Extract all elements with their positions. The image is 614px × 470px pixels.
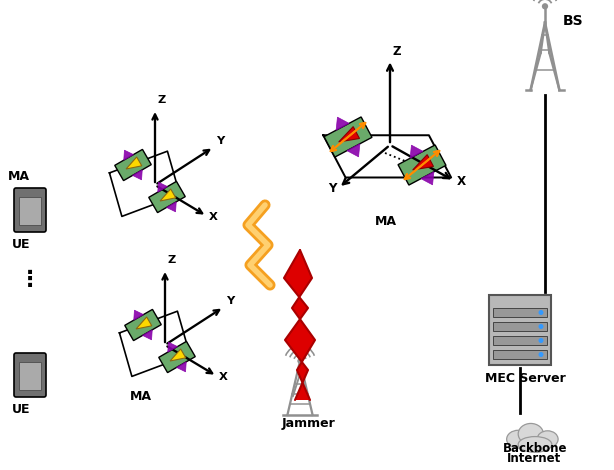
Polygon shape (410, 145, 423, 158)
Polygon shape (158, 182, 168, 192)
Text: Y: Y (328, 182, 337, 195)
Ellipse shape (537, 431, 558, 447)
Text: Z: Z (157, 95, 165, 105)
Polygon shape (324, 117, 372, 157)
Text: MA: MA (130, 390, 152, 403)
Polygon shape (142, 330, 152, 340)
Text: Y: Y (216, 136, 224, 146)
Circle shape (538, 338, 543, 343)
Ellipse shape (518, 423, 543, 445)
Text: UE: UE (12, 238, 31, 251)
Polygon shape (124, 150, 133, 160)
Text: Internet: Internet (507, 452, 561, 465)
Polygon shape (284, 250, 315, 400)
Ellipse shape (518, 437, 552, 452)
FancyBboxPatch shape (14, 188, 46, 232)
Polygon shape (126, 157, 142, 169)
Text: Y: Y (226, 296, 234, 306)
FancyBboxPatch shape (493, 308, 547, 317)
FancyBboxPatch shape (19, 197, 41, 225)
Text: MA: MA (8, 170, 30, 183)
Polygon shape (168, 342, 177, 352)
Polygon shape (336, 117, 349, 130)
Polygon shape (133, 170, 142, 180)
Text: X: X (209, 212, 218, 221)
Text: Backbone: Backbone (503, 442, 567, 455)
Circle shape (538, 310, 543, 315)
Circle shape (542, 3, 548, 9)
Text: Jammer: Jammer (282, 417, 336, 430)
Polygon shape (413, 155, 433, 170)
Circle shape (538, 324, 543, 329)
Text: Z: Z (392, 45, 400, 58)
Polygon shape (149, 181, 185, 212)
Polygon shape (134, 310, 144, 320)
Text: UE: UE (12, 403, 31, 416)
FancyBboxPatch shape (14, 353, 46, 397)
Text: X: X (457, 175, 466, 188)
Text: BS: BS (563, 14, 584, 28)
Circle shape (538, 352, 543, 357)
FancyBboxPatch shape (493, 350, 547, 359)
Polygon shape (177, 362, 186, 372)
Text: X: X (219, 371, 228, 382)
Text: MEC Server: MEC Server (485, 372, 565, 385)
FancyBboxPatch shape (493, 336, 547, 345)
Text: Z: Z (167, 255, 175, 265)
Polygon shape (421, 172, 434, 185)
Polygon shape (160, 189, 176, 201)
Polygon shape (339, 126, 360, 142)
FancyBboxPatch shape (489, 295, 551, 365)
Ellipse shape (507, 430, 530, 448)
Polygon shape (125, 309, 161, 341)
Circle shape (297, 358, 303, 364)
Polygon shape (166, 202, 176, 212)
Polygon shape (398, 145, 446, 185)
FancyBboxPatch shape (19, 362, 41, 390)
Polygon shape (347, 144, 360, 157)
Polygon shape (136, 317, 152, 329)
Polygon shape (170, 349, 186, 361)
FancyBboxPatch shape (493, 322, 547, 331)
Text: ⋮: ⋮ (19, 270, 41, 290)
Text: MA: MA (375, 215, 397, 228)
Polygon shape (115, 149, 151, 180)
Polygon shape (159, 341, 195, 373)
